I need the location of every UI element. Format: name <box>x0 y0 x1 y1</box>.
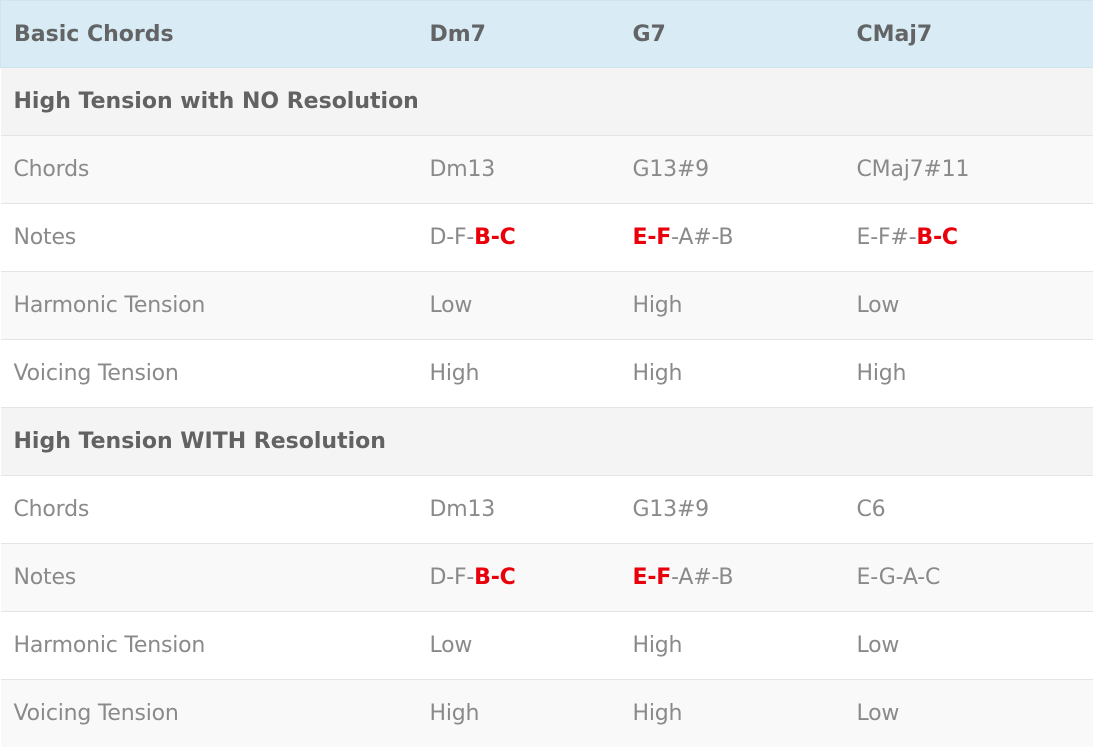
note-highlight: B-C <box>474 565 515 590</box>
section-cell <box>620 68 844 136</box>
tension-cell: High <box>620 680 844 747</box>
section-cell <box>844 408 1093 476</box>
section-cell <box>417 408 620 476</box>
table-header: Basic Chords Dm7 G7 CMaj7 <box>1 1 1093 68</box>
chord-cell: Dm13 <box>417 476 620 544</box>
section-cell <box>417 68 620 136</box>
table-body: High Tension with NO Resolution Chords D… <box>1 68 1093 747</box>
notes-cell: D-F-B-C <box>417 544 620 612</box>
tension-cell: Low <box>844 612 1093 680</box>
chord-cell: G13#9 <box>620 476 844 544</box>
note-highlight: E-F <box>633 565 672 590</box>
tension-cell: Low <box>417 612 620 680</box>
header-dm7: Dm7 <box>417 1 620 68</box>
tension-cell: High <box>844 340 1093 408</box>
section-row-with-resolution: High Tension WITH Resolution <box>1 408 1093 476</box>
section-cell <box>844 68 1093 136</box>
tension-cell: High <box>417 680 620 747</box>
table-row: Notes D-F-B-C E-F-A#-B E-G-A-C <box>1 544 1093 612</box>
note-text: D-F- <box>430 565 475 590</box>
section-title: High Tension WITH Resolution <box>1 408 417 476</box>
row-label: Harmonic Tension <box>1 272 417 340</box>
tension-cell: High <box>417 340 620 408</box>
section-cell <box>620 408 844 476</box>
tension-cell: High <box>620 340 844 408</box>
table-row: Voicing Tension High High Low <box>1 680 1093 747</box>
header-cmaj7: CMaj7 <box>844 1 1093 68</box>
notes-cell: E-F-A#-B <box>620 544 844 612</box>
notes-cell: D-F-B-C <box>417 204 620 272</box>
tension-cell: Low <box>844 272 1093 340</box>
header-g7: G7 <box>620 1 844 68</box>
tension-cell: High <box>620 612 844 680</box>
row-label: Chords <box>1 476 417 544</box>
chord-cell: G13#9 <box>620 136 844 204</box>
note-highlight: B-C <box>474 225 515 250</box>
table-row: Chords Dm13 G13#9 C6 <box>1 476 1093 544</box>
row-label: Harmonic Tension <box>1 612 417 680</box>
row-label: Voicing Tension <box>1 680 417 747</box>
table-row: Chords Dm13 G13#9 CMaj7#11 <box>1 136 1093 204</box>
row-label: Voicing Tension <box>1 340 417 408</box>
tension-cell: Low <box>844 680 1093 747</box>
note-text: D-F- <box>430 225 475 250</box>
note-text: E-F#- <box>857 225 917 250</box>
section-title: High Tension with NO Resolution <box>1 68 417 136</box>
chord-cell: CMaj7#11 <box>844 136 1093 204</box>
header-row: Basic Chords Dm7 G7 CMaj7 <box>1 1 1093 68</box>
tension-cell: Low <box>417 272 620 340</box>
row-label: Notes <box>1 544 417 612</box>
note-highlight: E-F <box>633 225 672 250</box>
table-row: Voicing Tension High High High <box>1 340 1093 408</box>
notes-cell: E-G-A-C <box>844 544 1093 612</box>
note-highlight: B-C <box>916 225 957 250</box>
table-row: Harmonic Tension Low High Low <box>1 272 1093 340</box>
tension-cell: High <box>620 272 844 340</box>
section-row-no-resolution: High Tension with NO Resolution <box>1 68 1093 136</box>
header-basic-chords: Basic Chords <box>1 1 417 68</box>
row-label: Notes <box>1 204 417 272</box>
note-text: -A#-B <box>671 225 733 250</box>
chord-cell: Dm13 <box>417 136 620 204</box>
chord-cell: C6 <box>844 476 1093 544</box>
notes-cell: E-F-A#-B <box>620 204 844 272</box>
row-label: Chords <box>1 136 417 204</box>
notes-cell: E-F#-B-C <box>844 204 1093 272</box>
table-row: Harmonic Tension Low High Low <box>1 612 1093 680</box>
table-row: Notes D-F-B-C E-F-A#-B E-F#-B-C <box>1 204 1093 272</box>
note-text: -A#-B <box>671 565 733 590</box>
